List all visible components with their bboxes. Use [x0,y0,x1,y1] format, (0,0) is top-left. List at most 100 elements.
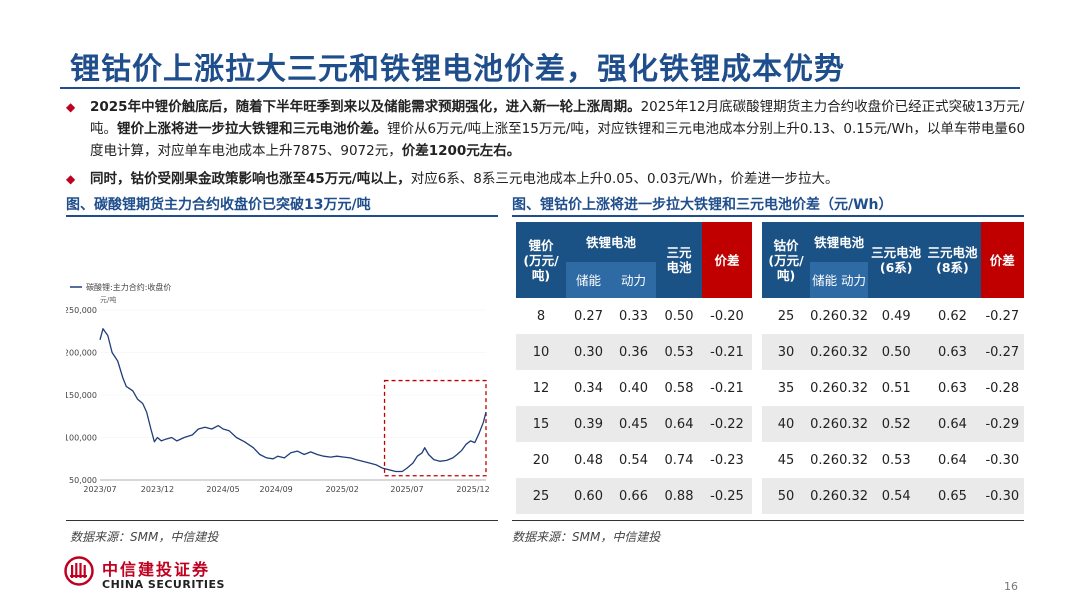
table-cell: -0.27 [980,334,1024,370]
table-cell: -0.25 [702,478,752,514]
lithium-cost-table-body: 8 0.27 0.33 0.50 -0.20 10 0.30 0.36 0.53 -0.21 12 0… [516,298,752,514]
table-cell: 15 [516,406,566,442]
lithium-price-chart: 碳酸锂:主力合约:收盘价 元/吨 50,000 100,000 150,000 200,0… [64,225,496,505]
table-row: 10 0.30 0.36 0.53 -0.21 [516,334,752,370]
table-row: 35 0.26 0.32 0.51 0.63 -0.28 [762,370,1024,406]
left-figure-divider [66,215,498,217]
right-bottom-divider [512,520,1024,521]
x-tick-label: 2025/12 [456,485,489,494]
table-cell: -0.30 [980,478,1024,514]
table-cell: -0.28 [985,380,1020,396]
bullet-2-seg-0: 同时，钴价受刚果金政策影响也涨至45万元/吨以上， [90,171,411,187]
table-cell: 0.51 [881,380,911,396]
table-cell: 0.32 [839,478,869,514]
table-row: 12 0.34 0.40 0.58 -0.21 [516,370,752,406]
table-cell: 0.26 [810,308,840,324]
cobalt-cost-table: 钴价 (万元/吨) 铁锂电池 三元电池 (6系) 三元电池 (8系) 价差 储能 动力… [762,222,1024,514]
bullet-2-text: 同时，钴价受刚果金政策影响也涨至45万元/吨以上，对应6系、8系三元电池成本上升… [66,168,1026,190]
table-row: 45 0.26 0.32 0.53 0.64 -0.30 [762,442,1024,478]
bullet-2: ◆ 同时，钴价受刚果金政策影响也涨至45万元/吨以上，对应6系、8系三元电池成本… [66,168,1026,190]
legend-label: 碳酸锂:主力合约:收盘价 [86,282,171,292]
table-cell: 12 [532,380,550,396]
table-cell: 0.26 [810,334,840,370]
header-lfp: 铁锂电池 [810,222,869,262]
table-cell: 40 [762,406,811,442]
table-cell: -0.22 [702,406,752,442]
bullet-2-seg-1: 对应6系、8系三元电池成本上升0.05、0.03元/Wh，价差进一步拉大。 [410,171,839,187]
x-tick-label: 2025/07 [390,485,423,494]
table-cell: 0.40 [619,380,648,396]
table-cell: 0.50 [868,334,925,370]
lithium-cost-table: 锂价 (万元/吨) 铁锂电池 三元 电池 价差 储能 动力 8 0.27 0.33 0.5… [516,222,752,514]
table-row: 30 0.26 0.32 0.50 0.63 -0.27 [762,334,1024,370]
table-cell: 0.58 [664,380,694,396]
header-diff: 价差 [980,222,1024,298]
table-row: 40 0.26 0.32 0.52 0.64 -0.29 [762,406,1024,442]
table-cell: -0.27 [985,308,1020,324]
table-cell: 0.32 [839,308,869,324]
series-line [99,328,487,473]
right-source-note: 数据来源：SMM，中信建投 [512,530,661,544]
table-cell: 8 [536,308,546,324]
table-cell: 25 [516,478,566,514]
right-figure-divider [512,215,1024,217]
highlight-box [383,379,487,477]
table-cell: 0.36 [611,334,656,370]
diamond-bullet-icon: ◆ [66,172,76,186]
y-tick-label: 250,000 [66,306,97,315]
x-tick-label: 2025/02 [326,485,359,494]
table-cell: 0.52 [868,406,925,442]
table-row: 20 0.48 0.54 0.74 -0.23 [516,442,752,478]
bullet-1: ◆ 2025年中锂价触底后，随着下半年旺季到来以及储能需求预期强化，进入新一轮上… [66,96,1026,162]
right-figure-title: 图、锂钴价上涨将进一步拉大铁锂和三元电池价差（元/Wh） [512,197,893,213]
header-diff: 价差 [702,222,752,298]
bullet-1-seg-1: 2025年12月底碳酸锂期货主力合约收盘价已经正式突破13万元/吨。 [90,99,1025,137]
table-cell: 45 [777,452,795,468]
x-tick-label: 2023/07 [83,485,116,494]
table-cell: -0.30 [985,452,1020,468]
left-figure-title: 图、碳酸锂期货主力合约收盘价已突破13万元/吨 [66,197,371,213]
table-cell: 0.32 [839,334,869,370]
table-cell: 0.26 [810,478,840,514]
table-cell: 0.32 [839,452,869,468]
table-cell: -0.20 [710,308,744,324]
table-cell: 0.32 [839,406,869,442]
table-cell: 0.64 [937,452,967,468]
table-cell: 0.62 [937,308,967,324]
table-row: 8 0.27 0.33 0.50 -0.20 [516,298,752,334]
header-power: 动力 [839,262,869,298]
table-cell: -0.21 [702,334,752,370]
header-ncm8: 三元电池 (8系) [924,222,981,298]
table-cell: 0.32 [839,380,869,396]
title-divider [60,87,1020,89]
header-lfp: 铁锂电池 [566,222,656,262]
bullet-1-seg-4: 价差1200元左右。 [401,143,521,159]
table-cell: 0.26 [810,380,840,396]
y-tick-label: 50,000 [69,476,97,485]
table-cell: 0.63 [924,334,981,370]
diamond-bullet-icon: ◆ [66,100,76,114]
table-cell: 35 [777,380,795,396]
table-cell: 25 [777,308,795,324]
bullet-1-seg-2: 锂价上涨将进一步拉大铁锂和三元电池价差。 [117,121,387,137]
header-price: 锂价 (万元/吨) [516,222,566,298]
table-cell: 0.53 [881,452,911,468]
table-row: 15 0.39 0.45 0.64 -0.22 [516,406,752,442]
bullet-1-seg-0: 2025年中锂价触底后，随着下半年旺季到来以及储能需求预期强化，进入新一轮上涨周… [90,99,641,115]
table-cell: 0.60 [566,478,611,514]
header-price: 钴价 (万元/吨) [762,222,811,298]
logo-english-name: CHINA SECURITIES [102,578,225,591]
table-cell: 0.66 [611,478,656,514]
logo-chinese-name: 中信建投证券 [102,560,211,579]
table-cell: 0.26 [810,406,840,442]
header-power: 动力 [611,262,656,298]
table-cell: 0.88 [656,478,702,514]
cobalt-cost-table-body: 25 0.26 0.32 0.49 0.62 -0.27 30 0.26 0.32 0.50 0.6… [762,298,1024,514]
table-cell: -0.23 [710,452,744,468]
page-number: 16 [1004,580,1018,593]
header-storage: 储能 [810,262,840,298]
table-cell: 0.74 [664,452,694,468]
table-cell: 0.65 [924,478,981,514]
table-row: 50 0.26 0.32 0.54 0.65 -0.30 [762,478,1024,514]
table-cell: 0.33 [619,308,648,324]
